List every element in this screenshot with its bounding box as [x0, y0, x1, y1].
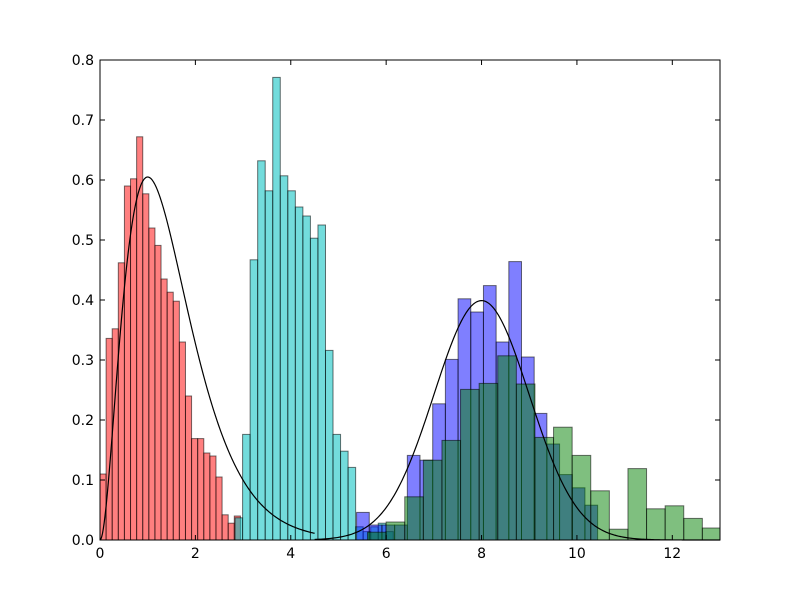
histogram-bar-series-1: [148, 227, 156, 541]
histogram-bar-series-2: [332, 433, 342, 541]
y-tick-label: 0.0: [72, 533, 94, 549]
histogram-bar-series-4: [367, 531, 387, 541]
y-tick-label: 0.4: [72, 293, 94, 309]
histogram-bar-series-4: [534, 436, 555, 541]
y-tick-label: 0.6: [72, 173, 94, 189]
histogram-bar-series-4: [664, 505, 685, 541]
histogram-bar-series-1: [117, 262, 125, 541]
histogram-bar-series-4: [497, 355, 517, 541]
histogram-bar-series-1: [227, 522, 235, 541]
histogram-bar-series-1: [215, 476, 223, 541]
histogram-bar-series-1: [191, 438, 199, 541]
histogram-bar-series-1: [203, 452, 211, 541]
x-tick-label: 4: [286, 546, 295, 562]
histogram-bar-series-2: [294, 206, 304, 541]
histogram-bar-series-4: [646, 508, 666, 541]
y-tick-label: 0.7: [72, 113, 94, 129]
histogram-bar-series-4: [515, 383, 536, 541]
histogram-bar-series-2: [264, 190, 274, 541]
histogram-bar-series-4: [627, 468, 648, 541]
histogram-bar-series-4: [404, 496, 424, 541]
y-tick-label: 0.8: [72, 53, 94, 69]
histogram-bar-series-2: [317, 224, 326, 541]
plot-frame: [99, 59, 721, 541]
histogram-bar-series-4: [441, 439, 462, 541]
histogram-bar-series-1: [160, 278, 168, 541]
histogram-bar-series-2: [242, 433, 251, 541]
histogram-bar-series-2: [257, 160, 266, 541]
histogram-bar-series-2: [234, 517, 244, 541]
histogram-bar-series-4: [683, 517, 703, 541]
x-tick-label: 10: [568, 546, 586, 562]
histogram-bar-series-1: [142, 193, 150, 541]
histogram-bar-series-2: [347, 466, 357, 541]
x-tick-label: 2: [191, 546, 200, 562]
y-tick-label: 0.2: [72, 413, 94, 429]
x-tick-label: 8: [477, 546, 486, 562]
histogram-bar-series-1: [130, 178, 138, 541]
histogram-bar-series-2: [309, 237, 319, 541]
histogram-bar-series-2: [287, 190, 296, 541]
histogram-bar-series-2: [302, 215, 311, 541]
histogram-bar-series-1: [154, 244, 162, 541]
y-tick-label: 0.3: [72, 353, 94, 369]
histogram-bar-series-1: [172, 300, 180, 541]
histogram-bar-series-2: [340, 450, 349, 541]
tick-labels-layer: 0 2 4 6 8 10 12 0.0 0.1 0.2 0.3 0.4 0.5 0.6 0.7 0.8: [72, 53, 681, 562]
histogram-bar-series-4: [478, 382, 499, 541]
fit-curve-1: [99, 176, 315, 541]
histogram-bar-series-2: [279, 175, 289, 541]
x-tick-label: 12: [663, 546, 681, 562]
histogram-bar-series-1: [184, 395, 193, 541]
x-tick-label: 6: [382, 546, 391, 562]
histogram-bar-series-1: [209, 455, 217, 541]
histogram-bar-series-4: [571, 454, 592, 541]
y-tick-label: 0.1: [72, 473, 94, 489]
histogram-bar-series-2: [324, 349, 334, 541]
histogram-bar-series-4: [701, 527, 721, 541]
x-tick-label: 0: [96, 546, 105, 562]
histogram-bar-series-2: [249, 259, 259, 541]
histogram-bar-series-1: [197, 438, 205, 541]
histogram-bar-series-4: [385, 521, 406, 541]
histogram-bar-series-2: [272, 76, 281, 541]
histogram-bar-series-1: [166, 291, 174, 541]
histogram-bar-series-1: [178, 341, 186, 541]
histogram-bar-series-4: [460, 388, 480, 541]
y-tick-label: 0.5: [72, 233, 94, 249]
histogram-bar-series-1: [221, 514, 229, 541]
histogram-bar-series-4: [422, 459, 443, 541]
